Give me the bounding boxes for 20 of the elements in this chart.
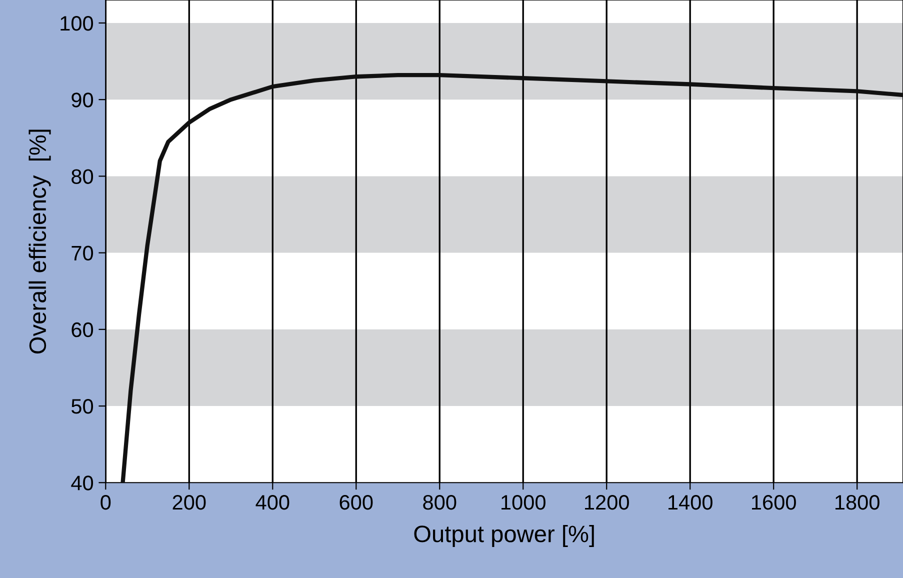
- x-tick-label: 1800: [835, 494, 880, 510]
- y-tick-label: 40: [71, 476, 94, 490]
- y-tick-label: 90: [72, 92, 94, 108]
- y-tick-label: 100: [60, 16, 94, 31]
- y-tick-label: 70: [72, 246, 94, 261]
- x-tick-label: 1400: [668, 494, 712, 510]
- x-tick-label: 1600: [752, 494, 796, 510]
- x-tick-label: 600: [340, 494, 373, 510]
- x-tick-label: 400: [256, 494, 290, 510]
- x-tick-label: 200: [172, 494, 206, 510]
- line-series: [120, 72, 903, 483]
- x-tick-label: 0: [100, 494, 111, 510]
- x-tick-label: 1200: [585, 494, 629, 510]
- y-tick-label: 80: [72, 169, 94, 184]
- x-tick-label: 800: [423, 494, 456, 510]
- x-tick-label: 1000: [502, 494, 546, 510]
- y-tick-label: 60: [72, 322, 94, 338]
- y-tick-label: 50: [72, 399, 94, 414]
- x-axis-title: Output power [%]: [414, 524, 594, 547]
- y-axis-title: Overall efficiency [%]: [28, 130, 51, 354]
